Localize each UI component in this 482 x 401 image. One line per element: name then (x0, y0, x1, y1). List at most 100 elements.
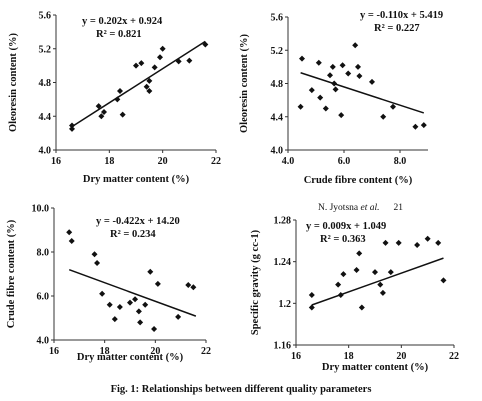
data-point (117, 87, 123, 94)
y-tick-label: 5.6 (271, 13, 284, 24)
data-point (98, 113, 105, 120)
data-point (132, 296, 139, 303)
x-tick-label: 20 (150, 346, 160, 357)
data-point (114, 96, 121, 103)
data-point (69, 125, 75, 132)
data-point (308, 304, 315, 311)
y-tick-label: 4.4 (271, 112, 284, 123)
trend-line (311, 257, 444, 306)
data-point (135, 308, 142, 315)
data-point (379, 289, 386, 296)
y-tick-label: 1.24 (274, 257, 292, 268)
data-point (345, 70, 352, 77)
regression-equation: y = 0.009x + 1.049 (306, 221, 386, 232)
data-point (157, 54, 163, 61)
data-point (69, 122, 75, 129)
data-point (420, 122, 427, 129)
y-tick-label: 4.4 (39, 112, 52, 123)
data-point (190, 284, 197, 291)
data-point (159, 45, 166, 52)
y-axis-label: Specific gravity (g cc-1) (250, 229, 261, 335)
data-point (380, 113, 387, 120)
y-tick-label: 4.0 (39, 146, 52, 157)
x-tick-label: 22 (211, 156, 221, 167)
data-point (91, 251, 98, 258)
data-point (377, 281, 384, 288)
data-point (327, 72, 333, 79)
data-point (315, 59, 322, 66)
data-point (339, 62, 346, 69)
x-axis-label: Dry matter content (%) (77, 352, 184, 363)
data-point (332, 86, 339, 93)
data-point (151, 64, 158, 71)
regression-equation: y = -0.110x + 5.419 (360, 10, 443, 21)
data-point (356, 250, 363, 257)
data-point (395, 239, 402, 246)
x-tick-label: 22 (201, 346, 211, 357)
data-point (186, 57, 193, 64)
data-point (299, 55, 305, 62)
trend-line (300, 72, 425, 114)
data-point (119, 111, 126, 118)
data-point (424, 235, 431, 242)
y-tick-label: 4.8 (271, 79, 284, 90)
data-point (147, 268, 154, 275)
r-squared-label: R² = 0.227 (374, 23, 420, 34)
data-point (353, 267, 360, 273)
data-point (202, 41, 209, 48)
x-tick-label: 16 (291, 351, 301, 362)
data-point (297, 103, 304, 110)
data-point (331, 80, 338, 87)
y-tick-label: 5.2 (271, 46, 284, 57)
data-point (335, 281, 342, 288)
x-tick-label: 16 (51, 156, 61, 167)
x-tick-label: 18 (100, 346, 110, 357)
data-point (154, 280, 161, 287)
panels: 4.0 4.4 4.8 5.2 5.6 16 18 20 22 Dry matter conten… (6, 10, 459, 373)
data-point (352, 42, 359, 49)
x-tick-label: 4.0 (282, 156, 295, 167)
data-point (355, 63, 361, 70)
data-point (185, 282, 192, 288)
x-tick-label: 8.0 (394, 156, 407, 167)
data-point (101, 109, 107, 116)
data-point (106, 301, 113, 308)
header-note: N. Jyotsna et al. 21 (318, 203, 403, 213)
data-point (308, 87, 315, 94)
trend-line (68, 269, 197, 317)
data-point (137, 319, 144, 326)
y-tick-label: 4.8 (39, 78, 52, 89)
data-point (387, 269, 394, 276)
data-point (175, 58, 182, 65)
data-point (133, 62, 139, 69)
y-tick-label: 4.0 (37, 336, 50, 347)
x-axis-label: Dry matter content (%) (322, 362, 429, 373)
data-point (146, 77, 153, 84)
chart-panel-3: 4.0 6.0 8.0 10.0 16 18 20 22 Dry matter content … (6, 204, 211, 364)
chart-panel-2: 4.0 4.4 4.8 5.2 5.6 4.0 6.0 8.0 Crude fibre cont… (239, 10, 443, 186)
data-point (127, 299, 133, 306)
data-point (143, 83, 150, 90)
r-squared-label: R² = 0.234 (110, 229, 156, 240)
x-tick-label: 6.0 (338, 156, 351, 167)
data-point (440, 277, 447, 284)
x-tick-label: 22 (449, 351, 459, 362)
header-page-number: 21 (394, 203, 404, 213)
data-point (308, 292, 315, 298)
y-axis-label: Oleoresin content (%) (239, 34, 250, 133)
data-point (175, 313, 182, 320)
y-tick-label: 10.0 (32, 204, 50, 215)
data-point (138, 60, 145, 67)
trend-line (71, 40, 206, 128)
data-point (322, 105, 329, 112)
data-point (116, 304, 123, 310)
chart-panel-4: 1.16 1.2 1.24 1.28 16 18 20 22 Dry matter conten… (250, 216, 459, 374)
data-point (99, 290, 106, 297)
data-point (337, 292, 344, 298)
r-squared-label: R² = 0.363 (320, 234, 366, 245)
data-point (372, 269, 378, 276)
data-point (414, 242, 421, 248)
data-point (142, 301, 149, 308)
x-axis-label: Crude fibre content (%) (304, 175, 413, 186)
